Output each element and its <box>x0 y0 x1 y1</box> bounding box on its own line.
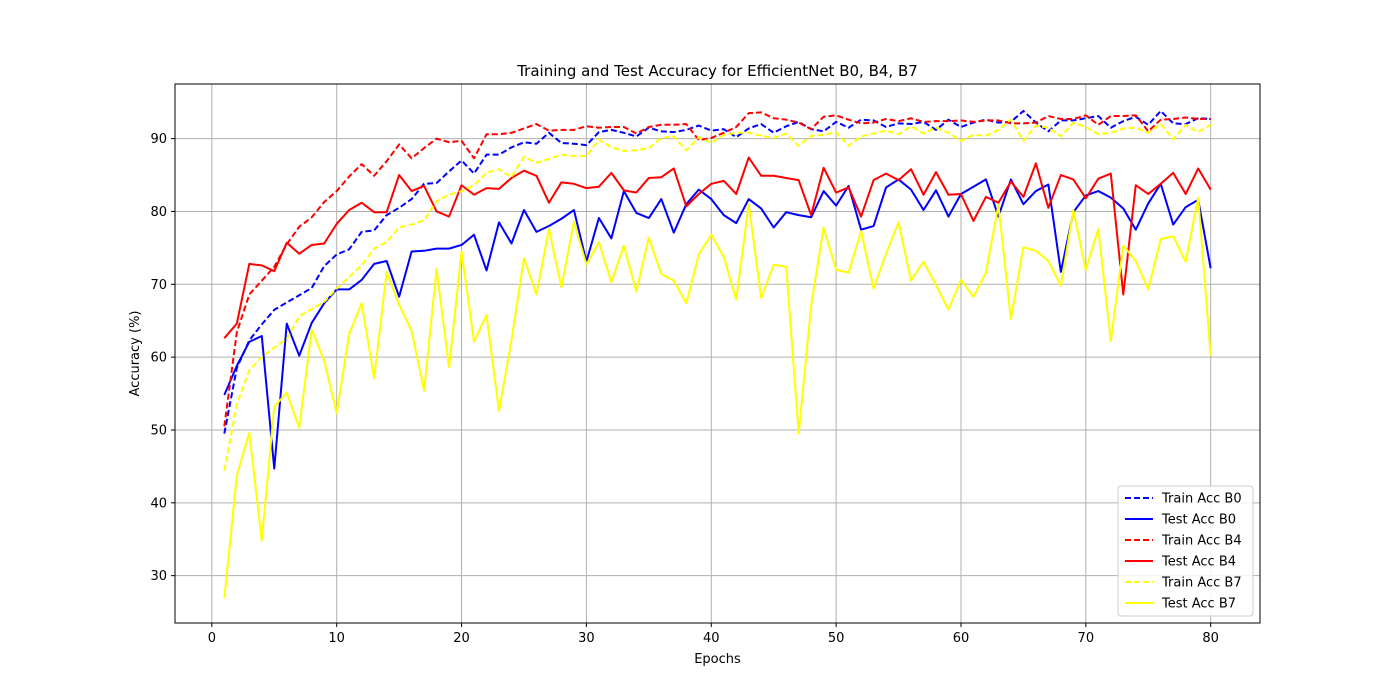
legend-label: Train Acc B4 <box>1161 534 1242 549</box>
y-tick-label: 50 <box>150 423 167 438</box>
series-line-train-acc-b0 <box>223 109 1211 434</box>
legend-label: Train Acc B0 <box>1161 492 1242 507</box>
y-tick-label: 40 <box>150 496 167 511</box>
grid <box>175 84 1260 623</box>
plot-frame <box>174 83 1261 624</box>
x-tick-label: 60 <box>953 631 970 646</box>
series-line-test-acc-b7 <box>223 196 1212 599</box>
x-tick-label: 40 <box>703 631 720 646</box>
series-line-train-acc-b4 <box>223 111 1211 427</box>
series-line-train-acc-b7 <box>223 118 1212 471</box>
legend-label: Test Acc B7 <box>1161 597 1236 612</box>
y-tick-label: 30 <box>150 569 167 584</box>
series-lines <box>223 109 1212 599</box>
x-tick-label: 10 <box>328 631 345 646</box>
chart-title: Training and Test Accuracy for Efficient… <box>516 62 918 80</box>
x-axis-ticks: 0 10 20 30 40 50 60 70 80 <box>208 623 1219 646</box>
y-tick-label: 70 <box>150 278 167 293</box>
y-tick-label: 80 <box>150 205 167 220</box>
x-tick-label: 50 <box>828 631 845 646</box>
x-tick-label: 80 <box>1202 631 1219 646</box>
series-line-test-acc-b0 <box>223 178 1212 470</box>
x-tick-label: 70 <box>1078 631 1095 646</box>
y-tick-label: 90 <box>150 132 167 147</box>
x-tick-label: 0 <box>208 631 216 646</box>
y-axis-ticks: 30 40 50 60 70 80 90 <box>150 132 175 584</box>
y-axis-label: Accuracy (%) <box>128 311 143 397</box>
x-tick-label: 30 <box>578 631 595 646</box>
x-axis-label: Epochs <box>694 652 741 667</box>
series-line-test-acc-b4 <box>223 156 1212 339</box>
legend-label: Train Acc B7 <box>1161 576 1242 591</box>
y-tick-label: 60 <box>150 351 167 366</box>
legend: Train Acc B0 Test Acc B0 Train Acc B4 Test … <box>1117 485 1254 617</box>
legend-label: Test Acc B0 <box>1161 513 1236 528</box>
legend-label: Test Acc B4 <box>1161 555 1236 570</box>
x-tick-label: 20 <box>453 631 470 646</box>
